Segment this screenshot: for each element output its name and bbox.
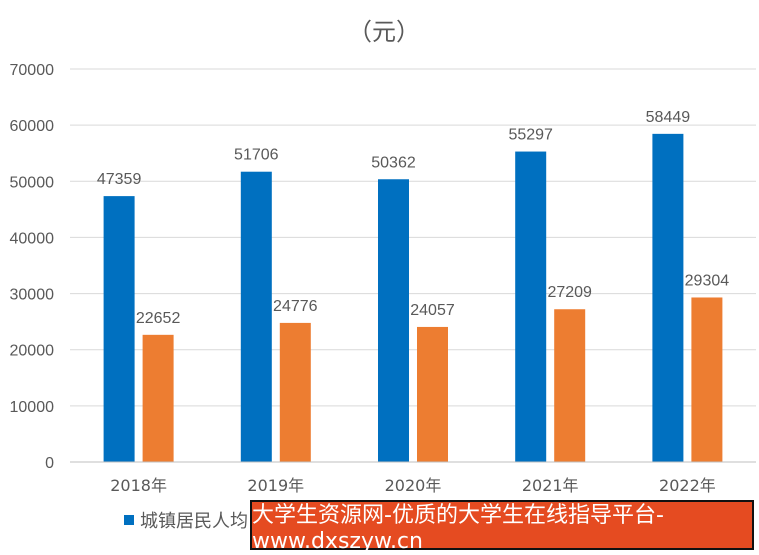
bar-series-1-4	[515, 151, 547, 462]
axis-layer: 0 10000 20000 30000 40000 50000 60000 70000 2018…	[10, 62, 756, 495]
bars-layer	[103, 133, 723, 462]
data-label: 55297	[508, 127, 553, 144]
legend: 城镇居民人均	[124, 511, 248, 532]
y-tick-label: 70000	[10, 62, 55, 79]
bar-series-1-1	[103, 196, 135, 462]
y-tick-label: 60000	[10, 118, 55, 135]
data-label: 50362	[371, 154, 416, 171]
data-label: 29304	[685, 272, 730, 289]
bar-series-2-5	[691, 297, 723, 462]
data-label: 58449	[646, 109, 691, 126]
y-tick-label: 0	[45, 455, 54, 472]
y-tick-label: 20000	[10, 343, 55, 360]
legend-label: 城镇居民人均	[140, 511, 248, 532]
bar-series-2-1	[142, 334, 174, 462]
bar-series-1-3	[378, 179, 409, 462]
data-label: 24057	[410, 302, 455, 319]
bar-series-2-2	[279, 322, 311, 462]
bar-series-1-5	[652, 133, 684, 462]
y-tick-label: 30000	[10, 287, 55, 304]
bar-series-2-4	[554, 309, 586, 462]
watermark-banner: 大学生资源网-优质的大学生在线指导平台-www.dxszyw.cn	[250, 500, 754, 554]
x-tick-label: 2020年	[385, 476, 442, 495]
labels-layer: 47359 22652 51706 24776 50362 24057 55297 27209…	[97, 109, 729, 327]
bar-series-2-3	[417, 326, 448, 462]
y-tick-label: 50000	[10, 174, 55, 191]
y-tick-label: 40000	[10, 230, 55, 247]
data-label: 24776	[273, 298, 318, 315]
bar-series-1-2	[240, 171, 272, 462]
x-tick-label: 2021年	[522, 476, 579, 495]
legend-swatch	[124, 515, 134, 525]
data-label: 47359	[97, 171, 142, 188]
y-tick-label: 10000	[10, 399, 55, 416]
grid-layer	[70, 68, 756, 407]
data-label: 51706	[234, 147, 279, 164]
x-tick-label: 2022年	[659, 476, 716, 495]
x-tick-label: 2018年	[110, 476, 167, 495]
x-tick-label: 2019年	[247, 476, 304, 495]
chart-title: （元）	[348, 18, 420, 46]
watermark-text: 大学生资源网-优质的大学生在线指导平台-www.dxszyw.cn	[252, 502, 664, 554]
data-label: 22652	[136, 310, 181, 327]
data-label: 27209	[547, 284, 592, 301]
